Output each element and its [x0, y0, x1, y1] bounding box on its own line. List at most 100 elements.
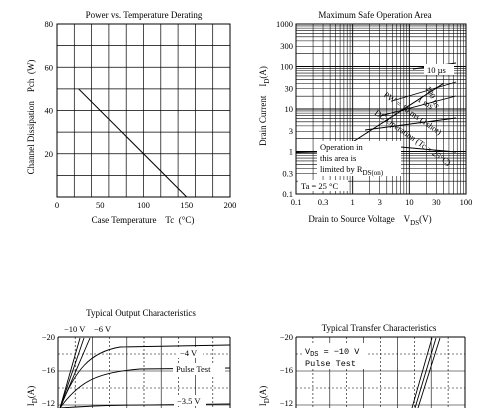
c1-xtick-label: 0: [55, 200, 59, 210]
chart-output-characteristics: Typical Output Characteristics −10 V −6 …: [26, 308, 231, 408]
c2-ytick-label: 100: [280, 62, 293, 72]
c2-ytick-label: 300: [280, 41, 293, 51]
chart1-y-tick-labels: 20 40 60 80: [45, 19, 54, 159]
operation-note-bg: [317, 141, 401, 176]
label-minus-4v: −4 V: [180, 348, 198, 358]
chart2-x-tick-labels: 0.1 0.3 1 3 10 30 100: [291, 197, 473, 207]
chart2-frame: [295, 23, 467, 195]
chart2-title: Maximum Safe Operation Area: [318, 10, 431, 20]
chart1-y-axis-label: Channel Dissipation Pch (W): [26, 60, 36, 175]
c2-ytick-label: 1: [289, 147, 293, 157]
chart4-y-axis-label-unit: (A): [258, 386, 268, 399]
sos-line-1ms: [379, 95, 457, 117]
vds-pulse-test: Pulse Test: [305, 359, 356, 369]
c1-xtick-label: 50: [96, 200, 105, 210]
c4-yticks-label: −16: [280, 365, 293, 375]
chart4-y-tick-labels: −20 −16 −12: [280, 332, 293, 408]
c3-yticks-label: −20: [42, 332, 55, 342]
c2-xtick-label: 0.1: [291, 197, 302, 207]
sos-line-100us: [391, 81, 457, 102]
label-minus-6v: −6 V: [94, 324, 112, 334]
chart3-y-axis-label-sub: D: [31, 398, 39, 403]
chart2-x-axis-label: Drain to Source Voltage VDS(V): [308, 214, 431, 227]
sos-line-10ms: [364, 117, 457, 131]
chart2-x-axis-label-unit: (V): [419, 214, 432, 224]
c1-ytick-label: 20: [45, 149, 54, 159]
chart4-y-axis-label-sub: D: [263, 398, 271, 403]
chart4-curves: [411, 337, 441, 408]
chart3-y-axis-label: ID(A): [26, 386, 39, 407]
curve-minus-3-5v: [59, 403, 231, 408]
chart3-y-axis-label-main: I: [26, 403, 36, 406]
label-10us: 10 µs: [427, 65, 446, 75]
curve-minus-4v: [59, 367, 231, 408]
chart-power-derating: Power vs. Temperature Derating 20406080 …: [26, 10, 236, 225]
operation-note-line1: Operation in: [320, 142, 363, 152]
label-minus-10v: −10 V: [64, 324, 86, 334]
vds-note-bg: [302, 343, 368, 369]
chart2-x-axis-label-sub: DS: [410, 219, 419, 227]
c3-yticks-label: −16: [42, 365, 55, 375]
chart1-x-axis-label: Case Temperature Tc (°C): [92, 215, 195, 225]
c1-ytick-label: 80: [45, 19, 54, 29]
chart-transfer-characteristics: Typical Transfer Characteristics VDS = −…: [258, 323, 466, 408]
derating-line: [78, 88, 188, 198]
chart1-x-tick-labels: 0 50 100 150 200: [55, 200, 237, 210]
label-bg-minus-3-5v: [174, 395, 206, 406]
vds-note: VDS = −10 V: [305, 347, 360, 359]
chart3-title: Typical Output Characteristics: [86, 308, 196, 318]
vds-note-v: V: [305, 347, 311, 357]
vds-note-value: = −10 V: [319, 347, 361, 357]
transfer-curve-a: [411, 337, 433, 408]
curve-minus-5v: [59, 344, 231, 408]
c1-xtick-label: 100: [137, 200, 150, 210]
c1-ytick-label: 40: [45, 106, 54, 116]
chart1-series: [78, 88, 188, 198]
c2-xtick-label: 10: [405, 197, 414, 207]
ta-note: Ta = 25 °C: [301, 181, 338, 191]
operation-note-line3-sub: DS(on): [363, 169, 384, 177]
c2-ytick-label: 1000: [276, 19, 293, 29]
c2-xtick-label: 30: [432, 197, 441, 207]
chart4-y-axis-label-main: I: [258, 403, 268, 406]
chart2-y-tick-labels: 0.1 0.3 1 3 10 30 100 300 1000: [276, 19, 293, 199]
chart2-x-axis-label-main: Drain to Source Voltage V: [308, 214, 410, 224]
label-bg-minus-4v: [177, 347, 203, 358]
transfer-curve-b: [414, 337, 437, 408]
label-pulse-test: Pulse Test: [176, 364, 211, 374]
chart1-title: Power vs. Temperature Derating: [86, 10, 203, 20]
label-minus-3-5v: −3.5 V: [177, 396, 201, 406]
c2-ytick-label: 30: [285, 84, 294, 94]
curve-minus-8v: [59, 337, 85, 408]
c2-ytick-label: 0.1: [282, 189, 293, 199]
c4-yticks-label: −12: [280, 398, 293, 408]
transfer-curve-c: [417, 337, 441, 408]
c2-ytick-label: 10: [285, 104, 294, 114]
chart4-title: Typical Transfer Characteristics: [322, 323, 437, 333]
c2-ytick-label: 3: [289, 126, 293, 136]
c1-xtick-label: 150: [180, 200, 193, 210]
operation-note-line3: limited by RDS(on): [320, 164, 384, 177]
chart4-grid: [296, 337, 465, 408]
c2-xtick-label: 1: [351, 197, 355, 207]
chart3-curves: [59, 337, 231, 408]
chart4-y-axis-label: ID(A): [258, 386, 271, 407]
label-bg-10us: [424, 64, 454, 75]
chart2-y-axis-label: Drain Current ID(A): [258, 66, 271, 146]
chart-safe-operation-area: Maximum Safe Operation Area 10 µs 100 µs…: [258, 10, 472, 227]
chart3-y-tick-labels: −20 −16 −12: [42, 332, 55, 408]
operation-note-line2: this area is: [320, 153, 356, 163]
c2-xtick-label: 3: [378, 197, 382, 207]
c2-xtick-label: 0.3: [318, 197, 329, 207]
rds-limit-line: [337, 82, 444, 152]
c2-xtick-label: 100: [460, 197, 473, 207]
ta-note-bg: [298, 180, 348, 191]
chart2-y-axis-label-unit: (A): [258, 66, 268, 79]
curve-minus-10v: [59, 337, 81, 408]
label-bg-pulse: [173, 363, 225, 375]
chart2-y-axis-label-sub: D: [263, 79, 271, 84]
operation-note-line3-main: limited by R: [320, 164, 363, 174]
chart1-grid: [57, 24, 230, 197]
chart1-frame: [56, 23, 231, 198]
